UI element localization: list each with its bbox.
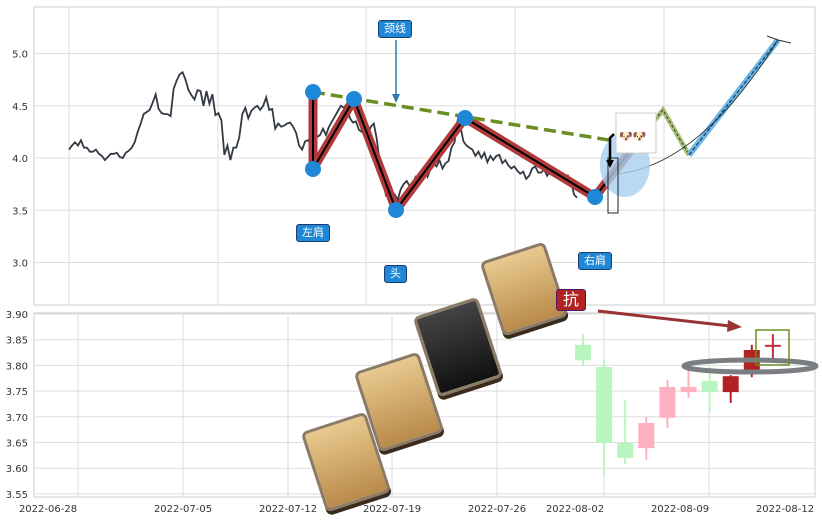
candle-body: [617, 443, 634, 458]
y-tick-label: 3.85: [6, 336, 28, 347]
x-tick-label: 2022-08-02: [546, 504, 604, 515]
candle-body: [638, 422, 655, 449]
neckline-label: 颈线: [378, 20, 412, 38]
candle-body: [722, 376, 739, 393]
sticker-glyph: 🐶🐶: [619, 130, 647, 143]
sticker-image: [615, 112, 657, 154]
y-tick-label: 4.5: [12, 102, 28, 113]
right-shoulder-label: 右肩: [578, 252, 612, 270]
resistance-arrow: [597, 309, 731, 328]
top-plot-frame: [33, 6, 816, 306]
support-ellipse: [681, 357, 819, 375]
pivot-point: [305, 84, 321, 100]
y-tick-label: 3.55: [6, 490, 28, 501]
down-arrow-head: [606, 160, 614, 168]
y-tick-label: 3.70: [6, 413, 28, 424]
head-label: 头: [384, 265, 407, 283]
pivot-point: [346, 91, 362, 107]
resistance-arrow-head: [727, 320, 742, 332]
candle-body: [680, 386, 697, 393]
x-tick-label: 2022-07-19: [363, 504, 421, 515]
price-line: [68, 70, 578, 203]
projection-zigzag-dash: [654, 109, 690, 156]
marker-rect: [607, 157, 619, 214]
y-tick-label: 3.80: [6, 361, 28, 372]
x-tick-label: 2022-07-05: [154, 504, 212, 515]
pivot-point: [305, 161, 321, 177]
neckline-pointer-head: [392, 94, 400, 103]
x-tick-label: 2022-07-26: [468, 504, 526, 515]
y-tick-label: 3.5: [12, 206, 28, 217]
x-tick-label: 2022-07-12: [259, 504, 317, 515]
pivot-point: [457, 110, 473, 126]
y-tick-label: 4.0: [12, 154, 28, 165]
x-tick-label: 2022-08-09: [651, 504, 709, 515]
y-tick-label: 5.0: [12, 50, 28, 61]
head-shoulders-pattern: 🐶🐶: [305, 35, 792, 332]
x-tick-label: 2022-08-12: [756, 504, 814, 515]
pivot-point: [388, 202, 404, 218]
candle-body: [575, 344, 591, 361]
pivot-point: [587, 189, 603, 205]
y-tick-label: 3.60: [6, 464, 28, 475]
candle-body: [659, 386, 676, 418]
x-tick-label: 2022-06-28: [19, 504, 77, 515]
target-line: [688, 39, 779, 156]
y-tick-label: 3.90: [6, 310, 28, 321]
candle-body: [764, 344, 781, 347]
y-tick-label: 3.75: [6, 387, 28, 398]
down-arrow: [608, 133, 615, 162]
left-shoulder-label: 左肩: [296, 224, 330, 242]
candle-body: [701, 380, 718, 393]
projection-zigzag: [653, 105, 692, 157]
y-tick-label: 3.0: [12, 259, 28, 270]
resistance-label: 抗: [556, 289, 587, 311]
candle-body: [596, 366, 613, 444]
highlight-box: [755, 329, 790, 366]
y-tick-label: 3.65: [6, 439, 28, 450]
